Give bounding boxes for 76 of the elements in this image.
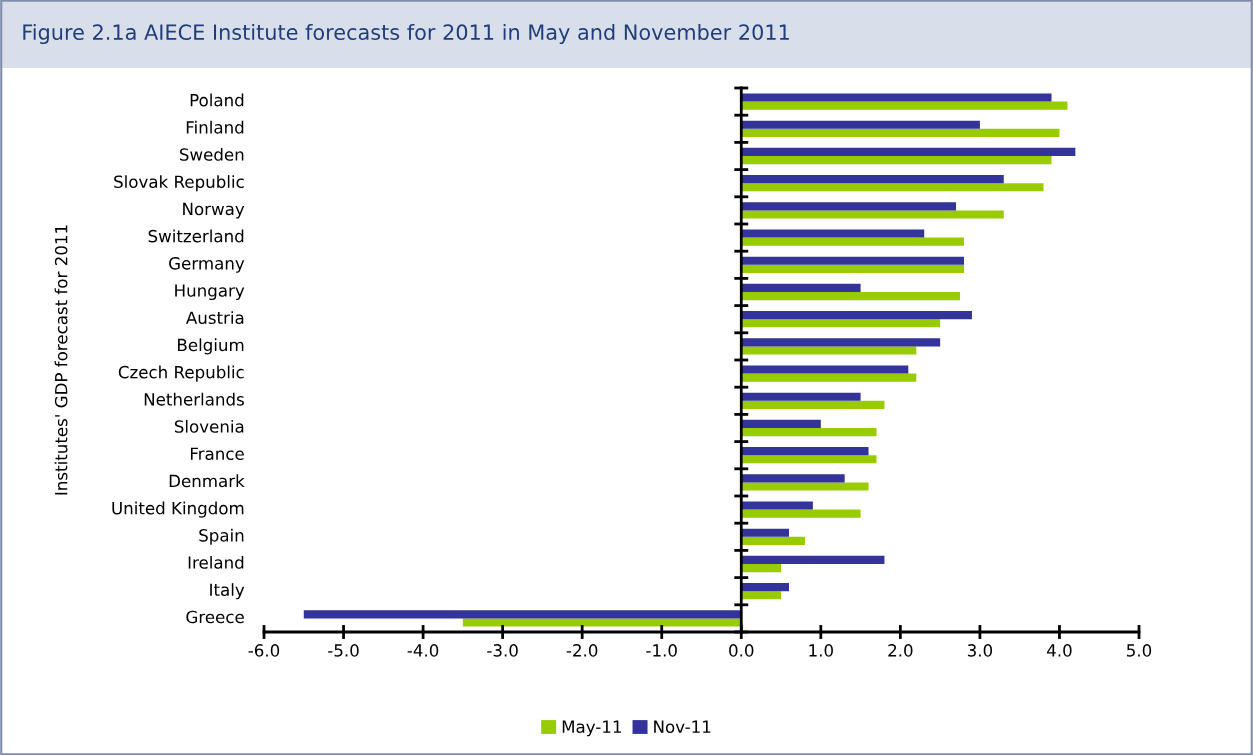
bar [741, 147, 1076, 156]
bar [741, 373, 917, 382]
x-tick-label: 4.0 [1047, 644, 1072, 657]
bar [741, 400, 885, 409]
y-tick-label: Spain [199, 528, 244, 545]
y-tick-label: Austria [186, 311, 244, 325]
bar [741, 292, 961, 301]
x-tick-label: -6.0 [248, 644, 280, 657]
legend-label: Nov-11 [654, 720, 711, 733]
x-tick-label: -4.0 [407, 644, 439, 657]
y-tick-label: Poland [190, 93, 244, 107]
bar [741, 501, 813, 510]
bar [741, 447, 869, 456]
bar [741, 392, 861, 401]
bar [741, 93, 1052, 102]
y-tick-label: Denmark [169, 474, 245, 488]
bar [741, 482, 869, 491]
y-tick-label: Hungary [175, 284, 245, 301]
bar [741, 455, 877, 464]
x-tick-label: 5.0 [1127, 644, 1152, 657]
bar [741, 183, 1044, 192]
bar [741, 210, 1004, 219]
bar [741, 237, 964, 246]
bar [741, 583, 789, 592]
bar [741, 120, 980, 129]
x-tick-label: 2.0 [888, 644, 913, 657]
bar [741, 175, 1004, 184]
bar [741, 256, 964, 265]
x-tick-label: -2.0 [566, 644, 598, 657]
bar [303, 610, 742, 619]
y-tick-label: Czech Republic [118, 365, 244, 382]
bar [741, 319, 941, 328]
x-tick-label: 3.0 [967, 644, 993, 657]
bar [741, 283, 861, 292]
y-tick-label: Germany [169, 257, 245, 273]
bar [741, 311, 972, 320]
bar [741, 202, 957, 211]
bar [741, 528, 789, 537]
bar [741, 156, 1052, 165]
x-tick-label: 0.0 [729, 644, 754, 657]
y-tick-label: Switzerland [148, 229, 244, 243]
bar [741, 101, 1068, 110]
x-tick-label: -1.0 [646, 644, 677, 657]
y-tick-label: Sweden [179, 147, 244, 161]
bar [741, 564, 782, 573]
y-tick-label: Ireland [188, 555, 244, 569]
y-tick-label: Slovenia [174, 419, 244, 433]
y-tick-label: Norway [183, 202, 245, 219]
x-tick-label: 1.0 [809, 644, 833, 657]
y-tick-label: France [190, 447, 244, 461]
bar [741, 509, 861, 518]
y-tick-label: Finland [186, 120, 244, 134]
bar [741, 536, 805, 545]
bar [741, 346, 917, 355]
x-tick-label: -5.0 [328, 644, 359, 657]
y-tick-label: Slovak Republic [114, 175, 244, 192]
x-tick-label: -3.0 [487, 644, 518, 657]
bar [741, 428, 877, 437]
bar [741, 264, 964, 273]
chart-title: Figure 2.1a AIECE Institute forecasts for 2011 in May and November 2011 [23, 23, 789, 45]
bar [741, 128, 1060, 137]
bar [741, 365, 909, 374]
y-axis-title: Institutes' GDP forecast for 2011 [54, 225, 68, 495]
bar [741, 338, 941, 347]
y-tick-label: United Kingdom [112, 501, 244, 518]
bar [741, 555, 885, 564]
bar [741, 229, 925, 238]
bar [462, 618, 742, 627]
bar [741, 474, 845, 483]
y-tick-label: Greece [186, 610, 244, 624]
bar [741, 591, 782, 600]
y-tick-label: Italy [210, 583, 245, 600]
y-tick-label: Netherlands [144, 392, 244, 406]
y-tick-label: Belgium [178, 338, 244, 355]
bar [741, 419, 821, 428]
legend-label: May-11 [562, 720, 621, 737]
